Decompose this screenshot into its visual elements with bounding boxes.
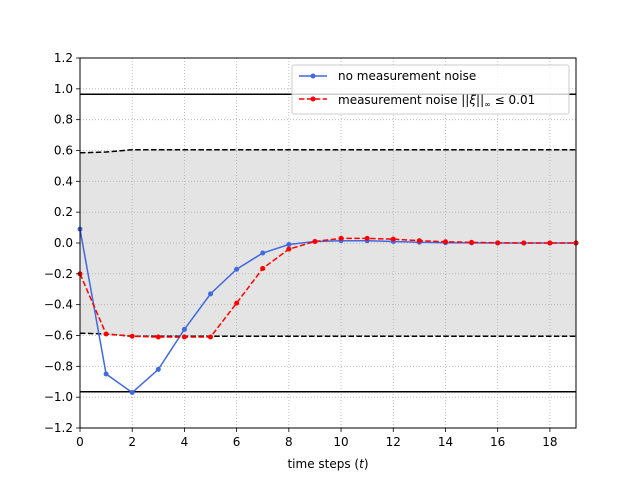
data-point (364, 235, 370, 241)
data-point (103, 371, 109, 377)
y-tick-label: −0.4 (44, 298, 73, 312)
data-point (129, 390, 135, 396)
tube-lower-bound (79, 332, 576, 338)
x-tick-label: 8 (285, 435, 293, 449)
data-point (234, 266, 240, 272)
legend: no measurement noise measurement noise |… (291, 64, 570, 115)
y-tick-label: −0.6 (44, 329, 73, 343)
series-line (79, 237, 576, 338)
x-axis-label: time steps (t) (287, 457, 368, 471)
data-point (547, 240, 553, 246)
y-tick-label: 0.2 (54, 205, 73, 219)
x-tick-label: 16 (490, 435, 505, 449)
legend-label-no-noise: no measurement noise (338, 69, 476, 83)
y-tick-label: 1.2 (54, 51, 73, 65)
x-axis: 0 2 4 6 8 10 12 14 16 18 (76, 428, 558, 449)
y-tick-label: 0.4 (54, 174, 73, 188)
data-point (390, 236, 396, 242)
data-point (416, 238, 422, 244)
y-tick-label: −1.0 (44, 390, 73, 404)
legend-marker-noise (310, 96, 316, 102)
x-tick-label: 0 (76, 435, 84, 449)
x-tick-label: 2 (128, 435, 136, 449)
y-axis: −1.2 −1.0 −0.8 −0.6 −0.4 −0.2 0.0 0.2 0.4 0.6 0.8 1… (44, 51, 80, 435)
data-point (286, 246, 292, 252)
data-point (286, 242, 292, 248)
y-tick-label: −1.2 (44, 421, 73, 435)
data-point (442, 239, 448, 245)
plot-area (77, 57, 579, 429)
data-point (208, 291, 214, 297)
legend-marker-no-noise (310, 73, 316, 79)
x-tick-label: 10 (333, 435, 348, 449)
y-tick-label: 0.6 (54, 144, 73, 158)
data-point (181, 326, 187, 332)
y-tick-label: −0.8 (44, 359, 73, 373)
tube-upper-bound (79, 148, 576, 154)
legend-label-noise: measurement noise ||ξ||∞ ≤ 0.01 (338, 93, 535, 109)
data-point (129, 333, 135, 339)
legend-box (291, 64, 570, 115)
data-point (260, 265, 266, 271)
data-point (155, 366, 161, 372)
x-tick-label: 14 (438, 435, 453, 449)
x-tick-label: 18 (542, 435, 557, 449)
x-tick-label: 12 (386, 435, 401, 449)
data-point (234, 300, 240, 306)
y-tick-label: 1.0 (54, 82, 73, 96)
data-point (260, 250, 266, 256)
series-measurement-noise (77, 235, 579, 340)
data-point (521, 240, 527, 246)
data-point (155, 334, 161, 340)
y-tick-label: −0.2 (44, 267, 73, 281)
data-point (181, 334, 187, 340)
data-point (312, 238, 318, 244)
x-tick-label: 6 (233, 435, 241, 449)
data-point (469, 239, 475, 245)
y-tick-label: 0.0 (54, 236, 73, 250)
data-point (103, 331, 109, 337)
tube-fill (80, 149, 576, 337)
x-tick-label: 4 (181, 435, 189, 449)
data-point (208, 334, 214, 340)
data-point (495, 240, 501, 246)
y-tick-label: 0.8 (54, 113, 73, 127)
data-point (338, 235, 344, 241)
